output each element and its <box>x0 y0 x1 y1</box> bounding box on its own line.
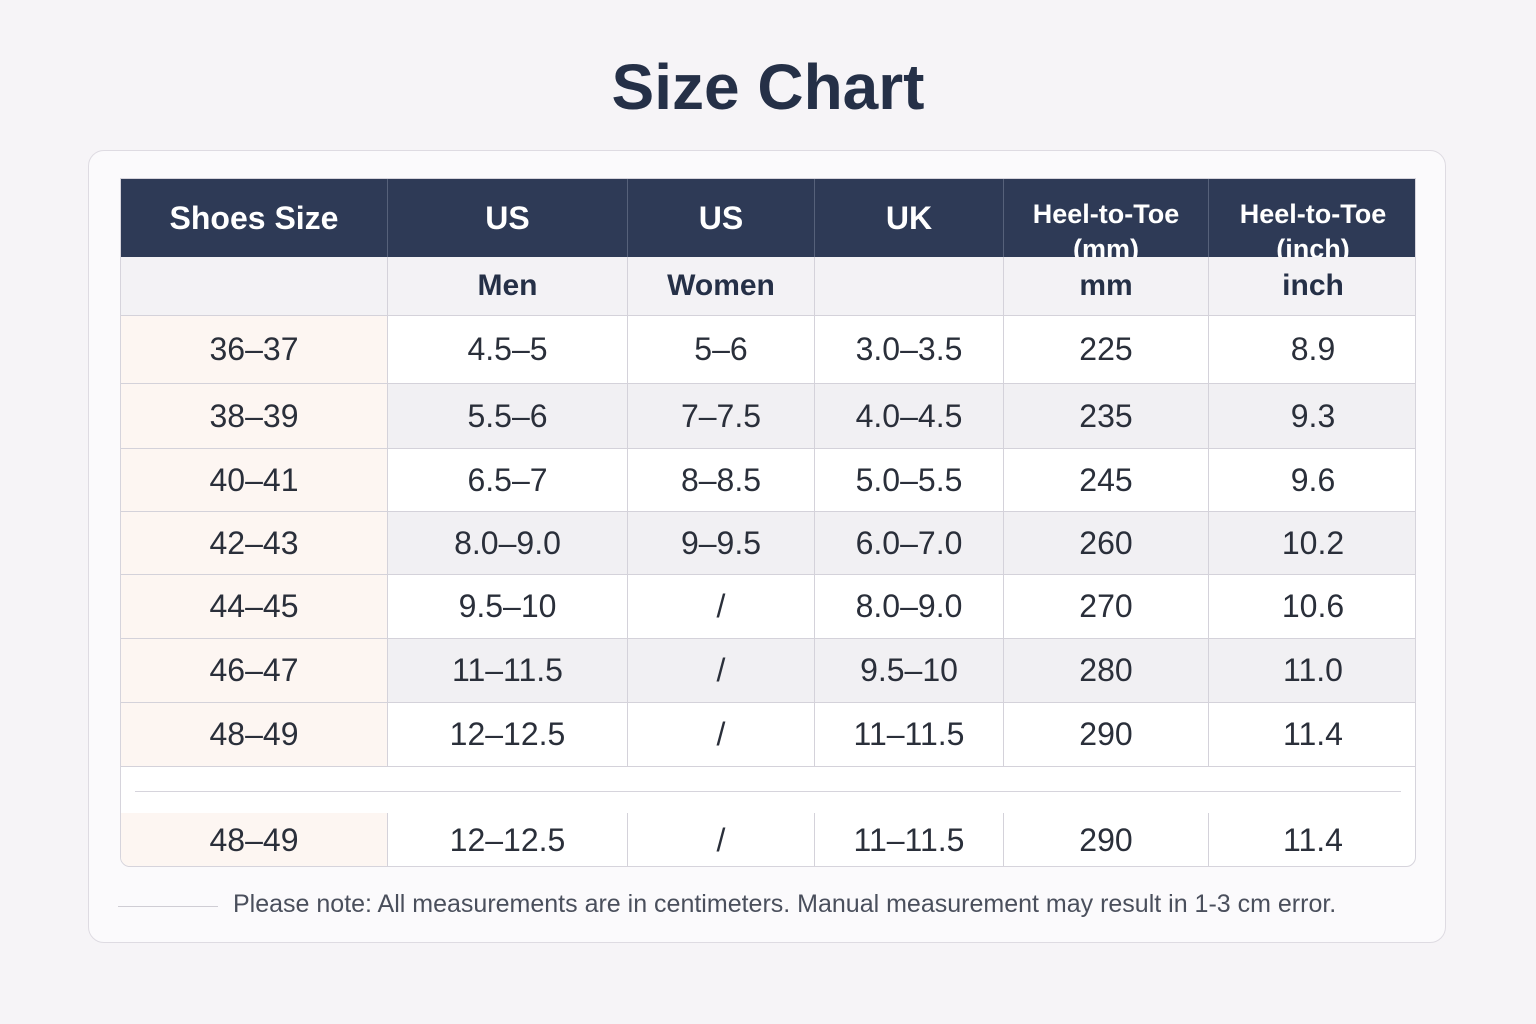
table-cell: 9.5–10 <box>815 639 1004 703</box>
table-cell: 9.6 <box>1209 449 1415 512</box>
table-cell: 5.5–6 <box>388 384 628 449</box>
table-cell: / <box>628 703 815 767</box>
table-cell: 10.6 <box>1209 575 1415 639</box>
table-cell: / <box>628 813 815 866</box>
table-cell: 8.0–9.0 <box>388 512 628 575</box>
table-cell: 44–45 <box>121 575 388 639</box>
table-cell: 8–8.5 <box>628 449 815 512</box>
table-cell: 46–47 <box>121 639 388 703</box>
column-header: US <box>388 179 628 257</box>
column-header: US <box>628 179 815 257</box>
table-cell: 245 <box>1004 449 1209 512</box>
table-cell: 11.4 <box>1209 703 1415 767</box>
column-header: Heel-to-Toe (inch) <box>1209 179 1415 257</box>
column-subheader: mm <box>1004 257 1209 316</box>
title: Size Chart <box>611 51 925 123</box>
table-cell: 38–39 <box>121 384 388 449</box>
table-cell: 225 <box>1004 316 1209 384</box>
table-cell: 270 <box>1004 575 1209 639</box>
table-cell: 290 <box>1004 703 1209 767</box>
column-subheader: Men <box>388 257 628 316</box>
table-cell: 11–11.5 <box>388 639 628 703</box>
column-subheader: Women <box>628 257 815 316</box>
table-cell: 11–11.5 <box>815 813 1004 866</box>
table-cell: 6.5–7 <box>388 449 628 512</box>
table-cell: 4.0–4.5 <box>815 384 1004 449</box>
note-line <box>118 906 218 907</box>
table-cell: 8.9 <box>1209 316 1415 384</box>
table-cell: 3.0–3.5 <box>815 316 1004 384</box>
size-table: Shoes Size US US UK Heel-to-Toe (mm) Heel-to-… <box>120 178 1416 867</box>
column-header: Shoes Size <box>121 179 388 257</box>
table-cell: 11.0 <box>1209 639 1415 703</box>
table-cell: 9–9.5 <box>628 512 815 575</box>
table-cell: 40–41 <box>121 449 388 512</box>
table-cell: 5–6 <box>628 316 815 384</box>
table-cell: 6.0–7.0 <box>815 512 1004 575</box>
table-cell: 12–12.5 <box>388 813 628 866</box>
table-cell: 290 <box>1004 813 1209 866</box>
table-cell: 235 <box>1004 384 1209 449</box>
separator <box>135 791 1401 792</box>
column-subheader <box>121 257 388 316</box>
table-cell: 42–43 <box>121 512 388 575</box>
table-cell: 12–12.5 <box>388 703 628 767</box>
table-cell: 8.0–9.0 <box>815 575 1004 639</box>
table-cell: 4.5–5 <box>388 316 628 384</box>
column-subheader: inch <box>1209 257 1415 316</box>
table-cell: 5.0–5.5 <box>815 449 1004 512</box>
table-cell: 36–37 <box>121 316 388 384</box>
table-cell: 7–7.5 <box>628 384 815 449</box>
table-cell: 9.3 <box>1209 384 1415 449</box>
column-subheader <box>815 257 1004 316</box>
table-cell: 280 <box>1004 639 1209 703</box>
note: Please note: All measurements are in cen… <box>233 890 1337 918</box>
table-cell: 11.4 <box>1283 822 1343 858</box>
table-cell: 48–49 <box>121 703 388 767</box>
table-cell: / <box>628 639 815 703</box>
table-cell: 11–11.5 <box>815 703 1004 767</box>
table-cell: 10.2 <box>1209 512 1415 575</box>
column-header: Heel-to-Toe (mm) <box>1004 179 1209 257</box>
table-cell: / <box>628 575 815 639</box>
column-header: UK <box>815 179 1004 257</box>
table-cell: 48–49 <box>121 813 388 866</box>
table-cell: 9.5–10 <box>388 575 628 639</box>
table-cell: 260 <box>1004 512 1209 575</box>
